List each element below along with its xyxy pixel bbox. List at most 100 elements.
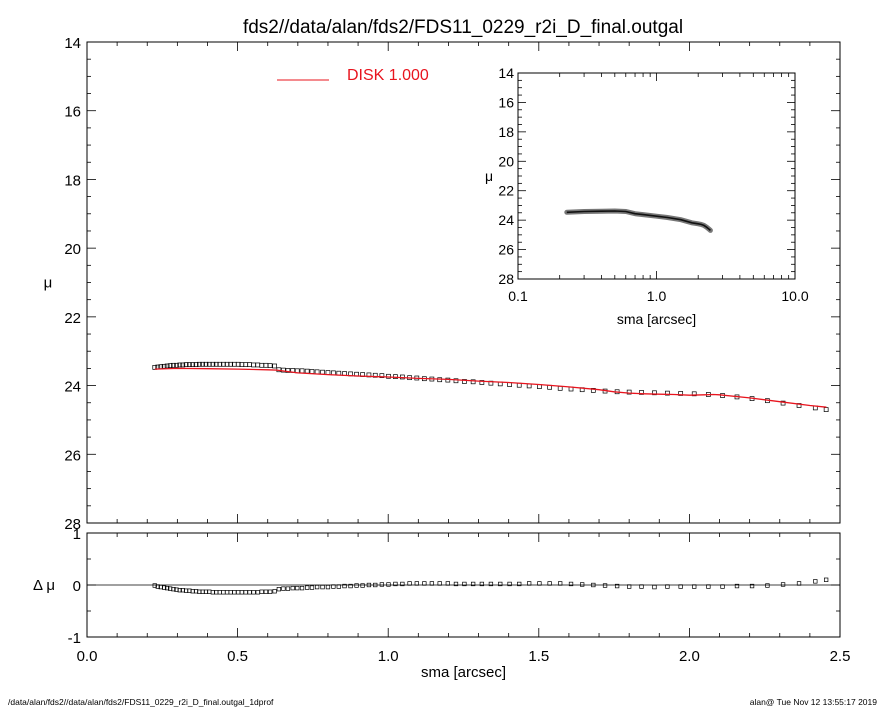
residual-data-point	[462, 581, 467, 587]
main-data-point	[213, 361, 219, 367]
residual-data-point	[813, 579, 818, 584]
main-data-point	[626, 389, 632, 395]
main-data-point	[210, 361, 216, 367]
main-data-point	[196, 361, 202, 367]
main-data-point	[235, 361, 241, 367]
inset-y-tick-label: 16	[498, 94, 514, 110]
main-data-point	[379, 373, 385, 378]
residual-data-point	[243, 590, 248, 595]
residual-data-point	[276, 587, 282, 592]
main-data-point	[259, 362, 265, 368]
residual-data-point	[164, 585, 170, 591]
residual-data-point	[665, 584, 670, 589]
residual-data-point	[445, 581, 450, 586]
residual-data-point	[325, 584, 331, 590]
residual-data-point	[414, 581, 419, 586]
main-data-point	[177, 362, 183, 368]
main-data-point	[470, 379, 476, 385]
main-data-point	[462, 379, 467, 384]
main-data-point	[203, 361, 209, 367]
residual-data-point	[749, 583, 755, 589]
main-data-point	[174, 362, 179, 368]
main-data-point	[285, 368, 291, 373]
main-y-tick-label: 28	[64, 516, 81, 533]
main-data-point	[453, 378, 459, 384]
residual-data-point	[228, 590, 233, 595]
main-data-point	[309, 369, 315, 374]
residual-data-point	[627, 584, 632, 589]
main-y-tick-label: 14	[64, 35, 81, 52]
x-axis-label: sma [arcsec]	[421, 664, 506, 681]
main-y-tick-label: 26	[64, 447, 81, 464]
residual-data-point	[591, 582, 596, 588]
main-data-point	[206, 361, 212, 367]
residual-data-point	[780, 582, 786, 587]
main-data-point	[217, 361, 223, 367]
inset-plot-frame	[517, 72, 796, 280]
main-data-point	[780, 400, 786, 406]
residual-data-point	[155, 584, 160, 589]
main-y-tick-label: 24	[64, 379, 81, 396]
residual-data-point	[221, 590, 226, 595]
main-data-point	[304, 368, 310, 374]
main-data-point	[187, 362, 192, 367]
residual-data-point	[267, 589, 273, 594]
residual-y-tick-label: 0	[73, 578, 81, 595]
residual-y-tick-label: 1	[73, 526, 81, 543]
main-data-point	[665, 390, 670, 396]
residual-data-point	[224, 590, 230, 595]
main-data-point	[171, 362, 176, 368]
residual-data-point	[348, 583, 353, 589]
residual-data-point	[251, 590, 256, 595]
main-data-point	[255, 362, 261, 368]
residual-data-point	[527, 581, 532, 586]
inset-x-tick-label: 0.1	[508, 288, 528, 304]
residual-data-point	[290, 585, 295, 591]
main-y-tick-label: 18	[64, 172, 81, 189]
residual-data-point	[547, 581, 552, 586]
residual-data-point	[652, 584, 657, 590]
inset-panel: 14 16 18 20 22 24 26 280.1 1.0 10.0 sma [arcsec] μ	[485, 65, 809, 327]
main-data-point	[479, 380, 485, 385]
main-data-point	[652, 390, 657, 396]
residual-data-point	[639, 584, 644, 589]
residual-data-point	[342, 583, 347, 589]
main-data-point	[823, 407, 829, 412]
inset-y-tick-label: 28	[498, 271, 514, 287]
main-data-point	[678, 391, 684, 396]
residual-data-point	[331, 584, 336, 589]
main-panel: 14 16 18 20 22 24 26 28 μ DISK 1.000	[44, 35, 841, 533]
main-data-point	[221, 361, 226, 367]
main-data-point	[224, 361, 230, 367]
residual-data-point	[272, 589, 277, 594]
inset-y-tick-label: 18	[498, 124, 514, 140]
main-data-point	[299, 368, 305, 374]
residual-data-point	[239, 590, 244, 595]
residual-data-point	[247, 590, 252, 595]
residual-x-tick-label: 2.5	[830, 648, 851, 665]
residual-data-point	[299, 585, 305, 591]
residual-data-point	[152, 583, 157, 588]
residual-data-point	[453, 581, 459, 587]
residual-data-point	[161, 585, 167, 590]
residual-data-point	[692, 584, 697, 589]
residual-data-point	[470, 581, 476, 587]
residual-data-point	[255, 590, 260, 595]
residual-data-point	[386, 582, 391, 587]
residual-data-point	[263, 589, 269, 594]
main-data-point	[228, 361, 234, 367]
residual-x-tick-label: 0.0	[77, 648, 98, 665]
residual-data-point	[537, 581, 542, 586]
residual-data-point	[437, 581, 442, 586]
residual-data-point	[580, 582, 585, 587]
main-data-point	[167, 363, 173, 368]
residual-data-point	[429, 581, 435, 586]
residual-data-point	[734, 583, 740, 589]
main-data-point	[152, 365, 158, 370]
residual-data-point	[568, 581, 574, 587]
main-data-point	[180, 362, 186, 368]
main-data-point	[243, 362, 249, 367]
main-data-point	[314, 369, 320, 375]
residual-x-tick-label: 1.0	[378, 648, 399, 665]
